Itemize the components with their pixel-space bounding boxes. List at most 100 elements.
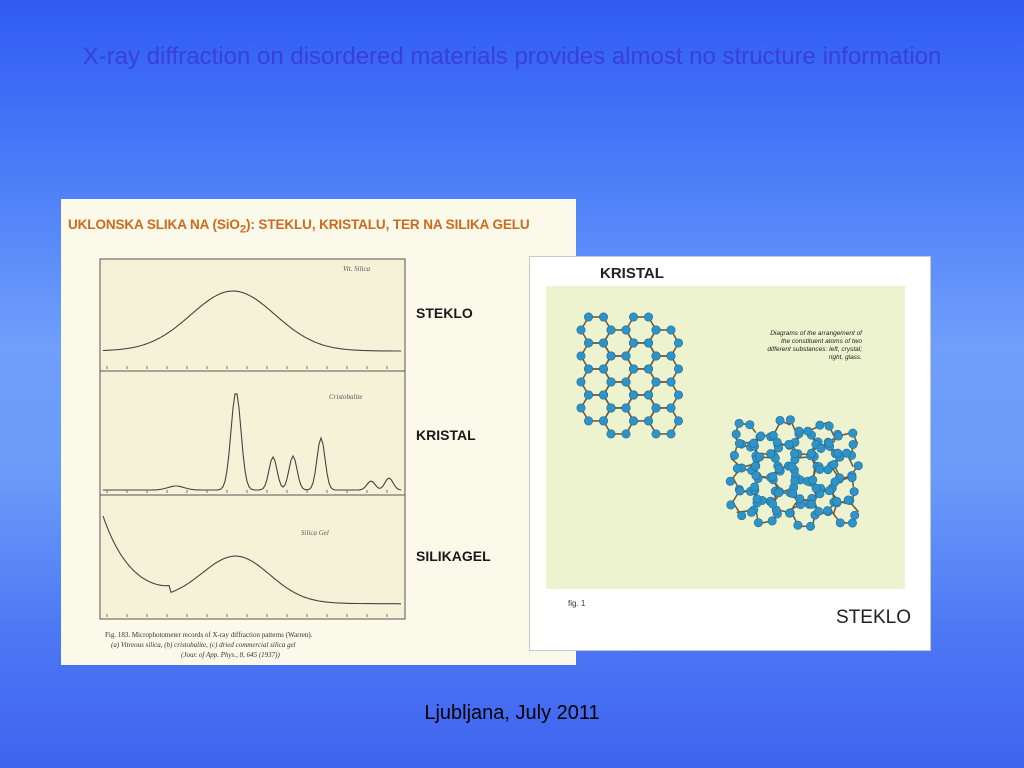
diagram-title-kristal: KRISTAL (600, 265, 664, 282)
crystal-atom (621, 429, 631, 439)
crystal-atom (598, 364, 608, 374)
label-steklo: STEKLO (416, 305, 473, 321)
glass-atom (822, 506, 832, 516)
glass-atom (803, 426, 813, 436)
glass-atom (824, 486, 834, 496)
glass-atom (847, 473, 857, 483)
glass-atom (815, 464, 825, 474)
pattern-tag-vitreous: Vit. Silica (343, 265, 371, 273)
crystal-atom (576, 377, 586, 387)
slide-footer: Ljubljana, July 2011 (424, 702, 600, 724)
diagram-panel: Diagrams of the arrangement of the const… (546, 286, 905, 608)
silica-gel-trace (102, 515, 401, 605)
label-kristal: KRISTAL (416, 427, 476, 443)
crystal-atom (629, 390, 639, 400)
glass-atom (752, 494, 762, 504)
label-silikagel: SILIKAGEL (416, 548, 491, 564)
glass-atom (788, 489, 798, 499)
glass-atom (847, 518, 857, 528)
glass-atom (729, 450, 739, 460)
crystal-atom (598, 338, 608, 348)
crystal-atom (606, 325, 616, 335)
cristobalite-trace (103, 393, 402, 491)
glass-atom (737, 511, 747, 521)
diffraction-heading: UKLONSKA SLIKA NA (SiO2): STEKLU, KRISTA… (68, 217, 530, 236)
crystal-atom (651, 377, 661, 387)
glass-atom (848, 428, 858, 438)
crystal-atom (651, 325, 661, 335)
glass-atom (767, 516, 777, 526)
glass-atom (750, 461, 760, 471)
crystal-atom (644, 390, 654, 400)
crystal-atom (606, 351, 616, 361)
caption-line-3: (Jour. of App. Phys., 8, 645 (1937)) (181, 651, 280, 659)
glass-atom (824, 438, 834, 448)
glass-atom (735, 486, 745, 496)
crystal-atom (576, 351, 586, 361)
glass-atom (766, 449, 776, 459)
diagram-note: Diagrams of the arrangement of the const… (767, 330, 862, 361)
caption-line-1: Fig. 183. Microphotometer records of X-r… (105, 631, 313, 639)
crystal-atom (666, 429, 676, 439)
atom-diagram-figure: KRISTAL Diagrams of the arrangement of t… (529, 256, 931, 651)
glass-atom (768, 471, 778, 481)
crystal-atom (606, 429, 616, 439)
crystal-atom (651, 429, 661, 439)
crystal-atom (583, 312, 593, 322)
glass-atom (785, 415, 795, 425)
glass-atom (787, 462, 797, 472)
glass-atom (785, 508, 795, 518)
glass-atom (750, 482, 760, 492)
glass-atom (816, 443, 826, 453)
glass-atom (835, 518, 845, 528)
glass-atom (832, 496, 842, 506)
crystal-atom (666, 351, 676, 361)
glass-atom (830, 477, 840, 487)
glass-atom (784, 439, 794, 449)
crystal-atom (621, 403, 631, 413)
glass-atom (734, 418, 744, 428)
glass-atom (725, 476, 735, 486)
crystal-atom (621, 325, 631, 335)
glass-atom (755, 452, 765, 462)
crystal-atom (666, 403, 676, 413)
glass-atom (768, 499, 778, 509)
crystal-atom (674, 390, 684, 400)
pattern-tag-silica-gel: Silica Gel (301, 529, 329, 537)
glass-atom (805, 521, 815, 531)
glass-atom (811, 483, 821, 493)
glass-atom (772, 437, 782, 447)
glass-atom (849, 487, 859, 497)
crystal-atom (666, 377, 676, 387)
glass-atom (749, 438, 759, 448)
glass-atom (768, 431, 778, 441)
glass-atom (726, 500, 736, 510)
crystal-atom (644, 338, 654, 348)
crystal-atom (666, 325, 676, 335)
diffraction-figure: UKLONSKA SLIKA NA (SiO2): STEKLU, KRISTA… (61, 199, 576, 665)
caption-line-2: (a) Vitreous silica, (b) cristobalite, (… (111, 641, 296, 649)
crystal-atom (598, 390, 608, 400)
glass-atom (813, 506, 823, 516)
glass-atom (843, 495, 853, 505)
glass-atom (833, 431, 843, 441)
crystal-atom (576, 325, 586, 335)
crystal-atom (621, 351, 631, 361)
crystal-atom (598, 416, 608, 426)
crystal-atom (674, 416, 684, 426)
glass-atom (774, 488, 784, 498)
glass-atom (734, 439, 744, 449)
glass-atom (824, 421, 834, 431)
crystal-atom (629, 338, 639, 348)
crystal-atom (651, 351, 661, 361)
crystal-atom (576, 403, 586, 413)
glass-atom (794, 426, 804, 436)
glass-atom (790, 449, 800, 459)
glass-atom (850, 510, 860, 520)
glass-atom (756, 431, 766, 441)
glass-atom (833, 448, 843, 458)
diffraction-plot (99, 258, 406, 620)
atom-lattice (576, 312, 863, 531)
diagram-title-steklo: STEKLO (836, 607, 911, 628)
glass-atom (774, 464, 784, 474)
